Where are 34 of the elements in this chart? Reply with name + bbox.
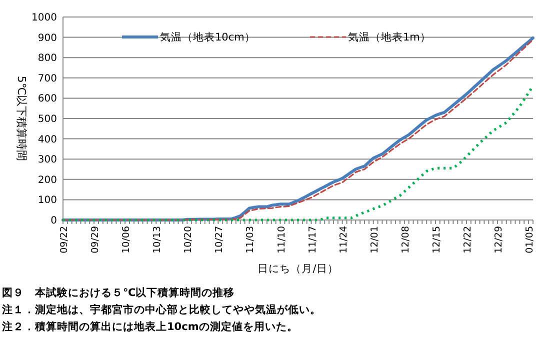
x-tick-label: 11/24 [338, 226, 350, 254]
x-tick-label: 09/22 [59, 226, 70, 254]
y-tick-label: 1000 [32, 12, 57, 24]
y-tick-label: 0 [50, 216, 57, 226]
text: 注１．測定地は、宇都宮市の中心部と比較してやや気温が低い。 [1, 303, 321, 316]
y-axis-title: 5℃以下積算時間 [15, 76, 28, 162]
y-tick-label: 900 [38, 32, 57, 44]
x-tick-label: 12/15 [431, 226, 442, 254]
y-tick-label: 700 [38, 73, 57, 84]
y-tick-label: 400 [38, 134, 57, 146]
x-tick-label: 01/05 [524, 226, 536, 254]
y-tick-label: 600 [38, 94, 57, 105]
x-tick-label: 12/08 [400, 226, 412, 254]
caption: 図９ 本試験における５℃以下積算時間の推移 [2, 286, 235, 299]
x-axis-title: 日にち（月/日） [258, 263, 338, 275]
x-tick-label: 09/29 [90, 226, 102, 254]
x-tick-label: 11/17 [307, 226, 318, 254]
y-tick-label: 100 [38, 195, 57, 206]
x-tick-label: 12/22 [462, 226, 474, 254]
x-tick-label: 10/27 [214, 226, 226, 254]
x-tick-label: 11/10 [276, 226, 288, 254]
y-tick-label: 800 [38, 53, 57, 64]
y-tick-label: 200 [38, 174, 57, 186]
text: 注２．積算時間の算出には地表上10cmの測定値を用いた。 [1, 320, 298, 333]
x-tick-label: 12/01 [369, 226, 380, 254]
x-tick-label: 10/20 [183, 226, 194, 254]
x-tick-label: 11/03 [245, 226, 256, 254]
legend-label: 気温（地表10cm） [160, 30, 256, 44]
x-tick-label: 10/06 [121, 226, 132, 254]
y-tick-label: 300 [38, 154, 57, 166]
legend-label: 気温（地表1m） [348, 30, 431, 44]
x-tick-label: 10/13 [152, 226, 164, 254]
y-tick-label: 500 [38, 114, 57, 125]
x-tick-label: 12/29 [494, 226, 505, 254]
